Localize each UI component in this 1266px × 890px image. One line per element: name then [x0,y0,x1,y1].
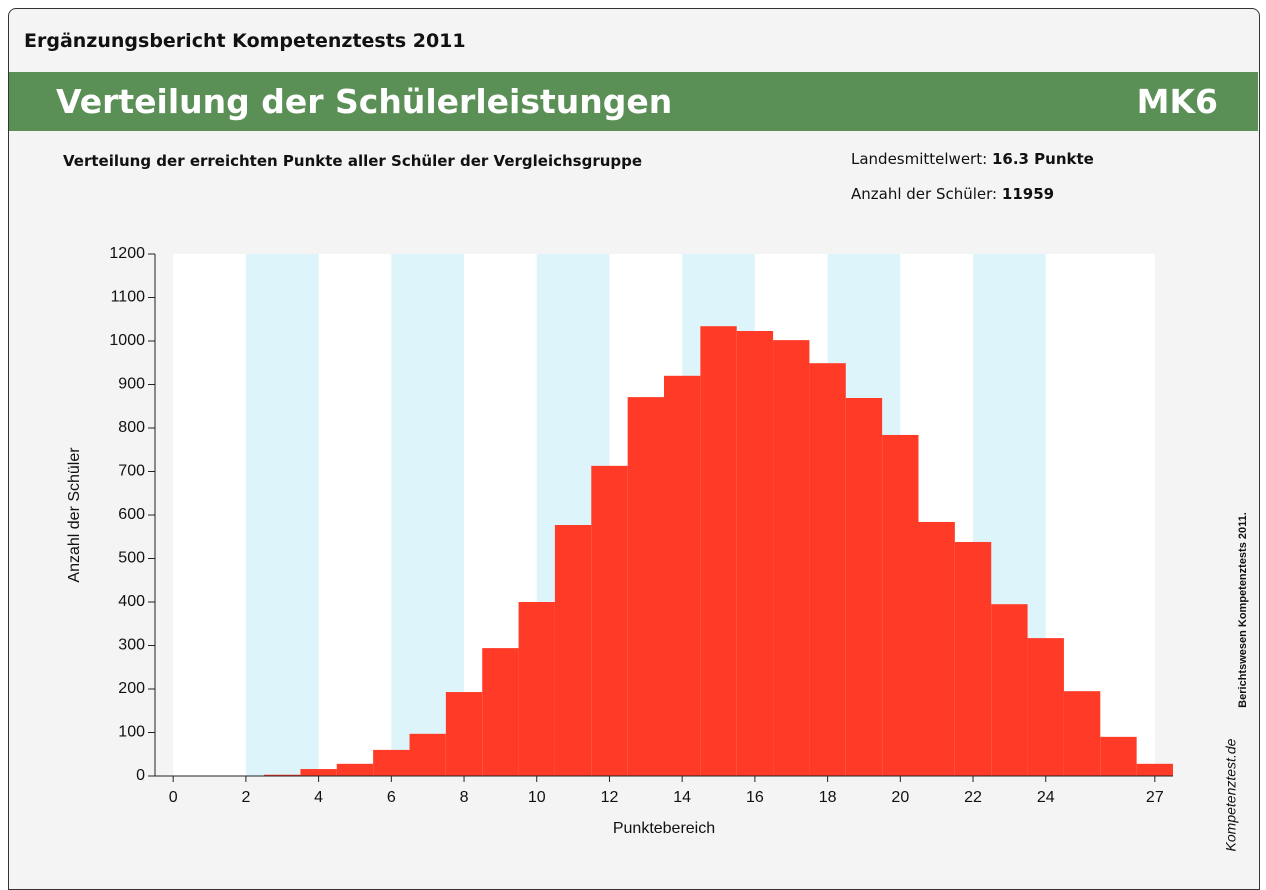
bar [519,602,555,776]
x-tick-label: 27 [1146,789,1164,806]
bar [373,750,409,776]
y-tick-label: 200 [118,680,145,697]
bar [446,692,482,776]
x-tick-label: 0 [169,789,178,806]
bar [1100,737,1136,776]
band [246,254,319,776]
bar [955,542,991,776]
bar [1137,764,1173,776]
x-tick-label: 2 [241,789,250,806]
logo: Kompetenztest.de [1223,738,1239,851]
bar [919,522,955,776]
bar [1028,638,1064,776]
bar [410,734,446,776]
bar [700,326,736,776]
y-tick-label: 700 [118,463,145,480]
x-tick-label: 20 [891,789,909,806]
bar [846,398,882,776]
bar [591,466,627,776]
y-tick-label: 1100 [111,289,146,306]
bar [773,340,809,776]
x-tick-label: 10 [528,789,546,806]
y-axis-label: Anzahl der Schüler [66,447,83,583]
bar [482,648,518,776]
bar [991,604,1027,776]
chart: Punktebereich Anzahl der Schüler Bericht… [0,0,1266,870]
bar [555,525,591,776]
x-tick-label: 18 [819,789,837,806]
bar [300,769,336,776]
page: {"header": {"report": "Ergänzungsbericht… [0,0,1266,870]
x-tick-label: 8 [460,789,469,806]
bar [664,376,700,776]
x-tick-label: 4 [314,789,323,806]
bar [628,397,664,776]
x-tick-label: 24 [1037,789,1055,806]
y-tick-label: 600 [118,506,145,523]
y-tick-label: 400 [118,593,145,610]
y-tick-label: 500 [118,550,145,567]
x-tick-label: 6 [387,789,396,806]
bar [1064,691,1100,776]
y-tick-label: 1200 [109,245,145,262]
side-note: Berichtswesen Kompetenztests 2011. [1237,512,1249,708]
x-tick-label: 22 [964,789,982,806]
bar [737,331,773,776]
y-tick-label: 0 [136,767,145,784]
y-tick-label: 1000 [109,332,145,349]
x-tick-label: 14 [673,789,691,806]
y-tick-label: 800 [118,419,145,436]
bar [882,435,918,776]
y-tick-label: 900 [118,376,145,393]
x-tick-label: 12 [601,789,619,806]
bar [809,363,845,776]
x-axis-label: Punktebereich [613,820,715,837]
y-tick-label: 300 [118,637,145,654]
y-tick-label: 100 [118,724,145,741]
bar [337,764,373,776]
x-tick-label: 16 [746,789,764,806]
